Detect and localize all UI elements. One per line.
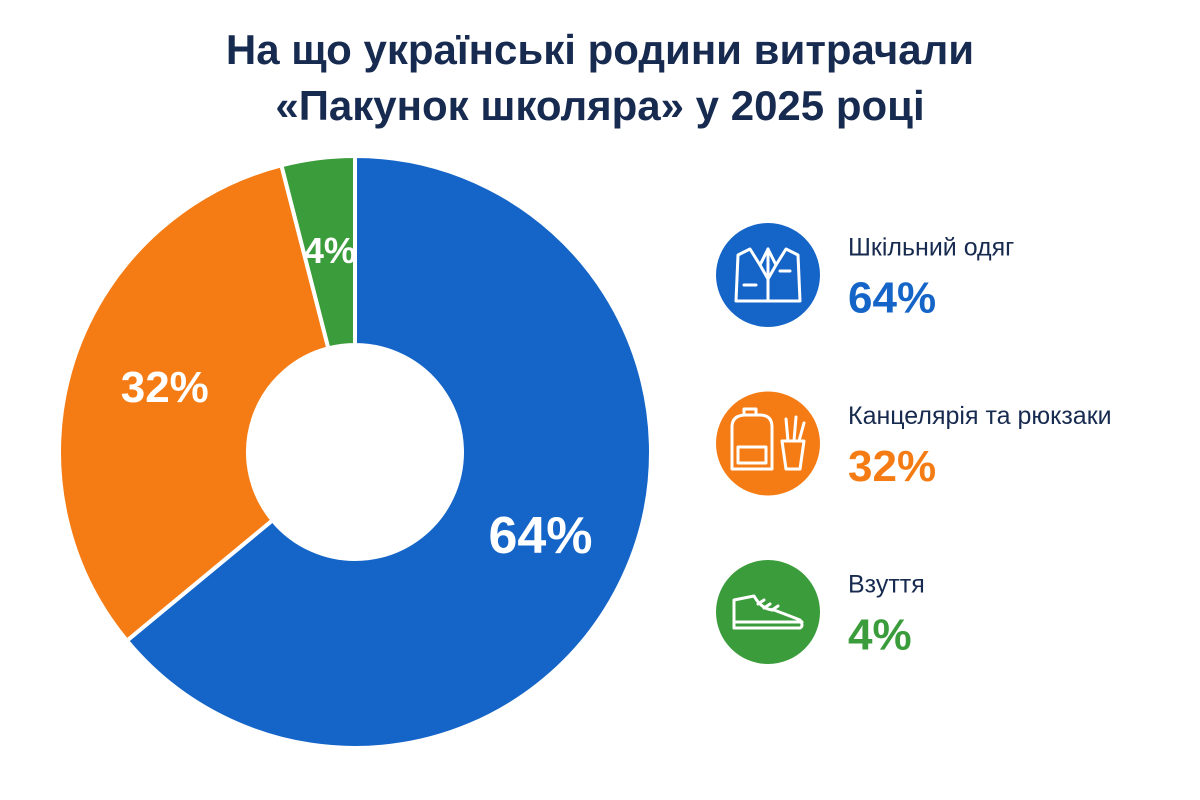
slice-label: 4% xyxy=(304,230,356,271)
legend-value: 64% xyxy=(848,274,936,323)
donut: 64% 32% 4% xyxy=(57,153,653,750)
legend-label: Канцелярія та рюкзаки xyxy=(848,402,1112,430)
title-wrap: На що українські родини витрачали «Пакун… xyxy=(0,22,1200,134)
legend-value: 4% xyxy=(848,611,912,660)
chart-title: На що українські родини витрачали «Пакун… xyxy=(225,26,975,129)
legend-value: 32% xyxy=(848,442,936,491)
legend: Шкільний одяг 64% Канцелярія та рюкзаки 32%… xyxy=(716,223,1112,664)
legend-icons xyxy=(730,247,806,630)
legend-label: Взуття xyxy=(848,571,925,599)
legend-label: Шкільний одяг xyxy=(848,234,1014,262)
legend-icon-circle xyxy=(716,560,820,664)
jacket-icon xyxy=(734,247,802,303)
slice xyxy=(57,162,331,644)
slice xyxy=(124,153,653,750)
sneaker-icon xyxy=(732,594,804,630)
slice-label: 32% xyxy=(121,363,209,412)
slice-label: 64% xyxy=(488,507,592,565)
slice xyxy=(278,153,357,351)
backpack-icon xyxy=(730,407,806,471)
